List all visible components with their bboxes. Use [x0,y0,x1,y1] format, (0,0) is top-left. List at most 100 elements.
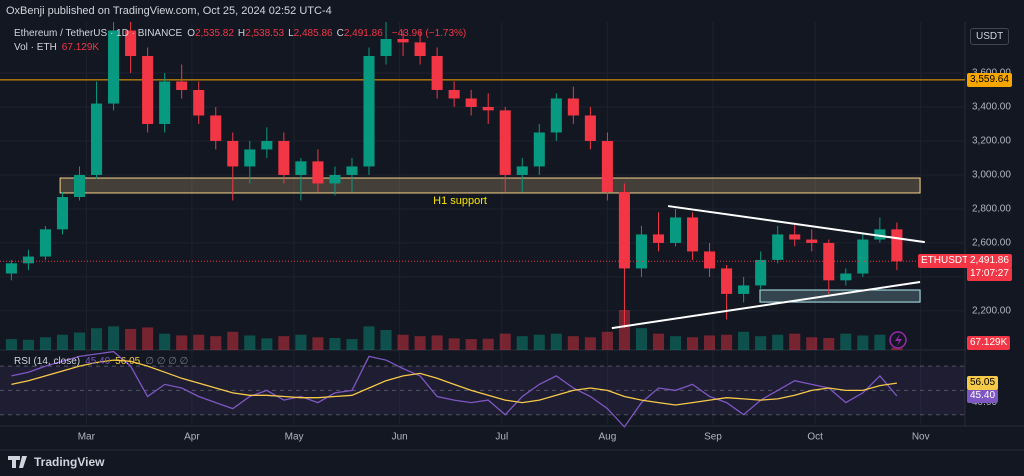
candle-body [193,89,205,116]
candle-body [499,110,511,175]
candle-body [669,217,682,243]
footer-brand: TradingView [34,455,105,469]
volume-bar [227,331,239,350]
candle-body [618,191,630,269]
ohlc-value: 2,535.82 [194,28,234,39]
candle-body [533,132,545,167]
volume-bar [482,338,494,350]
volume-bar [789,333,801,350]
publisher: OxBenji published on TradingView.com, Oc… [6,5,332,17]
rsi-value: 45.40 [85,356,111,367]
candle-body [806,239,818,243]
volume-bar [56,334,69,350]
volume-bar [465,339,477,350]
candle-body [601,140,613,192]
legend-row: Ethereum / TetherUS · 1D · BINANCE O2,53… [14,28,466,39]
candle-body [22,256,34,264]
volume-bar [550,333,562,350]
volume-bar [652,333,665,350]
candle-body [584,115,596,141]
volume-bar [176,335,188,350]
x-tick-label: Oct [807,432,823,443]
volume-bar [806,337,818,350]
volume-bar [91,328,103,350]
symbol-title: Ethereum / TetherUS · 1D · BINANCE [14,28,183,39]
candle-body [278,140,290,175]
volume-bar [738,331,750,350]
y-tick-label: 3,400.00 [972,102,1011,113]
ohlc-key: H [237,28,246,39]
candle-body [39,229,51,257]
volume-bar [244,335,256,350]
volume-bar [159,333,171,350]
candle-body [108,30,120,104]
candle-body [397,38,409,43]
volume-bar [687,337,699,350]
rsi-line [11,350,898,428]
candle-body [159,81,171,124]
volume-value: 67.129K [61,42,100,53]
volume-bar [601,331,613,350]
candle-body [635,234,647,269]
volume-bar [840,333,852,350]
volume-bar [329,338,341,350]
candle-body [687,217,699,252]
rsi-extra: ∅ ∅ ∅ ∅ [145,356,189,367]
candle-body [550,98,562,133]
volume-bar [39,337,51,350]
volume-bar [210,336,222,350]
candle-body [567,98,579,116]
candle-body [346,166,358,175]
candle-body [380,38,392,56]
volume-bar [891,347,903,350]
currency-button[interactable]: USDT [970,28,1010,45]
candle-body [516,166,528,175]
footer-logo [8,456,27,468]
volume-bar [125,328,137,350]
volume-bar [584,337,596,350]
candle-body [176,81,188,90]
volume-bar [295,334,307,350]
volume-bar [22,339,34,350]
trendline [611,281,921,330]
candle-body [465,98,477,107]
x-tick-label: Jun [392,432,408,443]
candle-body [755,259,767,286]
candle-body [56,197,69,230]
ohlc-value: 2,485.86 [293,28,333,39]
candle-body [857,239,869,274]
rsi-legend: RSI (14, close) 45.40 56.05 ∅ ∅ ∅ ∅ [14,356,188,367]
rsi-ma-value: 56.05 [115,356,141,367]
trendline [667,205,925,244]
rsi-tag: 45.40 [967,389,999,403]
change: −43.96 (−1.73%) [391,28,467,39]
zone [59,177,921,194]
volume-bar [567,336,579,350]
volume-bar [857,335,869,350]
last-price-tag: 2,491.86 [967,254,1012,269]
volume-bar [346,339,358,350]
volume-bar [142,327,154,350]
volume-tag: 67.129K [967,336,1011,350]
volume-bar [363,326,375,350]
ohlc-key: L [288,28,294,39]
volume-bar [499,333,511,350]
rsi-tag: 56.05 [967,376,999,391]
volume-bar [635,328,647,350]
publisher-line: OxBenji published on TradingView.com, Oc… [6,5,332,17]
volume-legend: Vol · ETH 67.129K [14,42,99,53]
volume-bar [312,337,324,350]
x-tick-label: Aug [599,432,617,443]
candle-body [363,55,375,167]
ohlc-value: 2,491.86 [343,28,383,39]
countdown-tag: 17:07:27 [967,267,1012,282]
alert-icon[interactable] [889,331,907,349]
candle-body [772,234,784,260]
volume-bar [73,332,86,350]
volume-bar [431,335,443,350]
candle-body [261,140,273,150]
candle-body [329,174,341,184]
candle-body [874,229,886,240]
